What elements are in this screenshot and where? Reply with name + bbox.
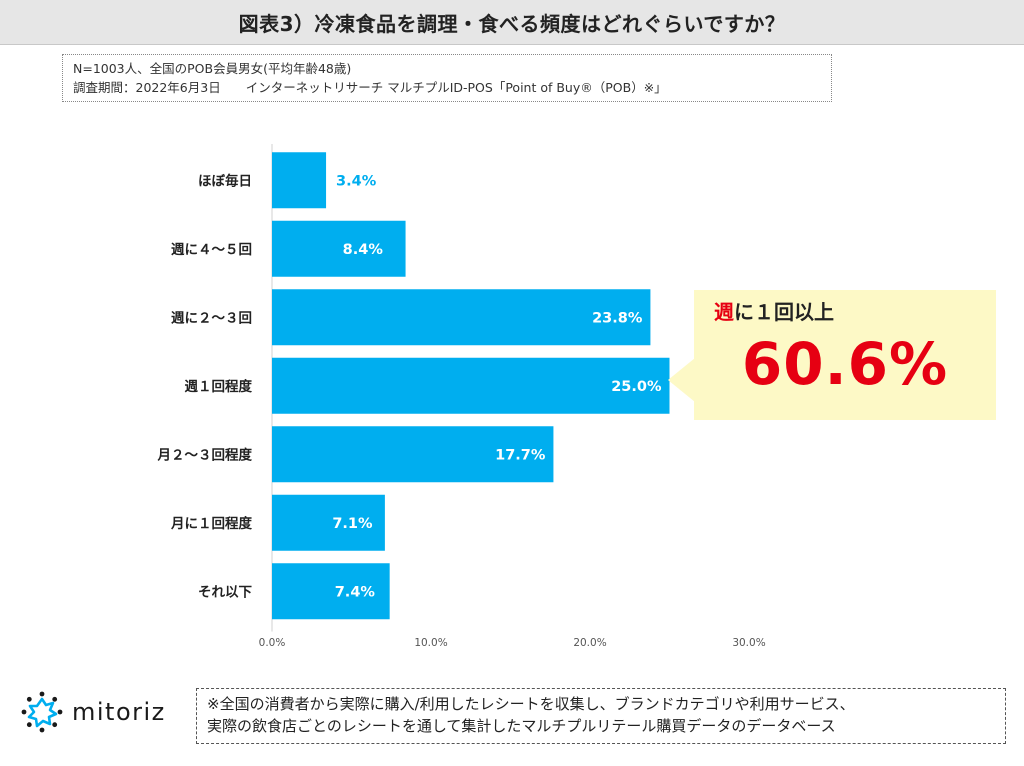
mitoriz-logo: mitoriz	[20, 688, 166, 736]
data-label-5: 17.7%	[495, 447, 546, 463]
bar-1	[272, 152, 327, 209]
data-label-7: 7.4%	[335, 584, 376, 600]
category-label-5: 月２～３回程度	[157, 446, 253, 463]
category-label-6: 月に１回程度	[170, 515, 252, 532]
data-label-1: 3.4%	[336, 173, 377, 189]
bar-2	[272, 220, 406, 277]
category-label-2: 週に４～５回	[171, 242, 252, 258]
footnote-line-1: ※全国の消費者から実際に購入/利用したレシートを収集し、ブランドカテゴリや利用サ…	[207, 695, 855, 713]
callout-box: 週に１回以上 60.6%	[694, 290, 996, 420]
x-tick-label-3: 20.0%	[573, 637, 606, 649]
callout-arrow	[668, 358, 695, 402]
bar-3	[272, 289, 651, 346]
bar-chart: ほぼ毎日 3.4% 週に４～５回 8.4% 週に２～３回 23.8% 週１回程度 25.0% 月…	[157, 144, 766, 649]
callout-label-highlight: 週	[714, 300, 734, 324]
x-tick-label-4: 30.0%	[732, 637, 765, 649]
category-label-7: それ以下	[198, 584, 252, 600]
callout-label-rest: に１回以上	[734, 300, 834, 324]
bar-5	[272, 426, 554, 483]
data-label-3: 23.8%	[592, 310, 643, 326]
category-label-1: ほぼ毎日	[198, 172, 252, 189]
x-tick-label-2: 10.0%	[414, 637, 447, 649]
x-tick-label-1: 0.0%	[259, 637, 286, 649]
survey-info-line-2: 調査期間：2022年6月3日 インターネットリサーチ マルチプルID-POS「P…	[73, 80, 667, 95]
category-label-3: 週に２～３回	[171, 310, 252, 326]
callout-value: 60.6%	[741, 330, 949, 398]
survey-info-box: N=1003人、全国のPOB会員男女(平均年齢48歳) 調査期間：2022年6月…	[62, 54, 832, 102]
logo-mark-icon	[21, 691, 63, 733]
data-label-4: 25.0%	[611, 379, 662, 395]
title-bar: 図表3）冷凍食品を調理・食べる頻度はどれぐらいですか？	[0, 0, 1024, 45]
bar-6	[272, 494, 385, 551]
page-title: 図表3）冷凍食品を調理・食べる頻度はどれぐらいですか？	[238, 11, 786, 36]
data-label-2: 8.4%	[343, 242, 384, 258]
footnote-line-2: 実際の飲食店ごとのレシートを通して集計したマルチプルリテール購買データのデータベ…	[207, 717, 836, 735]
bar-7	[272, 563, 390, 620]
category-label-4: 週１回程度	[185, 378, 253, 395]
bar-4	[272, 357, 670, 414]
logo-text: mitoriz	[72, 698, 166, 726]
data-label-6: 7.1%	[332, 516, 373, 532]
callout-label: 週に１回以上	[714, 296, 834, 325]
survey-info-line-1: N=1003人、全国のPOB会員男女(平均年齢48歳)	[73, 61, 352, 76]
footnote-box: ※全国の消費者から実際に購入/利用したレシートを収集し、ブランドカテゴリや利用サ…	[196, 688, 1006, 744]
